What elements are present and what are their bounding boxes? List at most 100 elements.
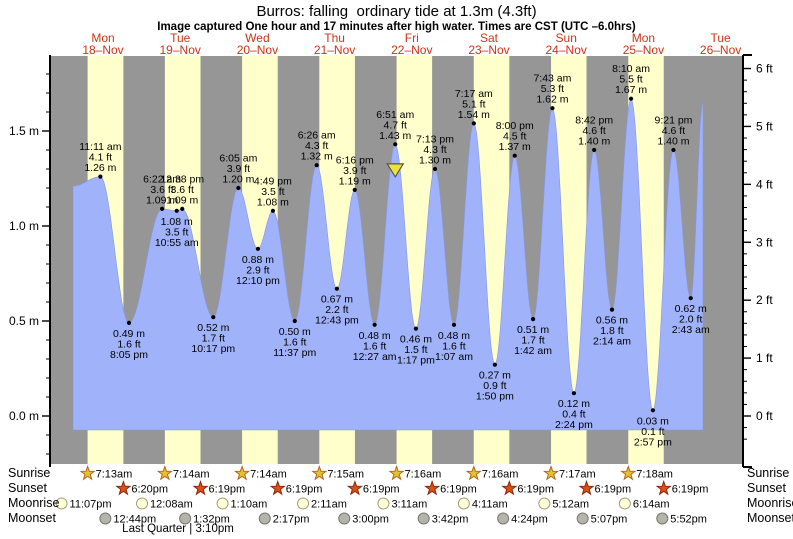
high-tide-time-label: 7:43 am	[533, 73, 571, 85]
high-tide-ft-label: 4.1 ft	[89, 152, 112, 164]
high-tide-m-label: 1.37 m	[499, 141, 531, 153]
tide-point-dot	[180, 206, 185, 211]
sunset-icon	[346, 479, 364, 496]
high-tide-ft-label: 3.6 ft	[150, 184, 173, 196]
tide-point-dot	[292, 318, 297, 324]
high-tide-time-label: 4:49 pm	[254, 175, 292, 187]
tide-point-dot	[255, 246, 261, 251]
high-tide-time-label: 11:11 am	[79, 141, 121, 153]
low-tide-ft-label: 0.1 ft	[641, 426, 664, 438]
day-date-label: 22–Nov	[391, 43, 432, 57]
moonset-icon	[258, 512, 271, 525]
low-tide-m-label: 0.67 m	[321, 294, 353, 306]
tide-point-dot	[98, 174, 103, 179]
moon-phase-label: Last Quarter | 3:10pm	[122, 523, 234, 535]
sunrise-time: 7:14am	[250, 469, 287, 481]
tide-point-dot	[270, 208, 275, 213]
sunrise-icon	[620, 464, 637, 481]
low-tide-time-label: 12:43 pm	[315, 315, 359, 327]
moonset-icon	[656, 512, 669, 525]
low-tide-ft-label: 1.6 ft	[283, 337, 306, 349]
sunset-time: 6:19pm	[209, 484, 246, 496]
chart-title: Burros: falling ordinary tide at 1.3m (4…	[256, 3, 537, 20]
day-name-label: Wed	[245, 31, 269, 45]
high-tide-time-label: 9:21 pm	[654, 115, 692, 127]
right-tick-label: 6 ft	[756, 62, 773, 76]
tide-point-dot	[671, 147, 676, 153]
sunset-icon	[269, 479, 286, 496]
low-tide-m-label: 0.62 m	[675, 303, 707, 315]
high-tide-m-label: 1.08 m	[257, 196, 289, 208]
sunset-row-label-left: Sunset	[8, 481, 47, 495]
sunset-time: 6:19pm	[440, 484, 477, 496]
sunset-icon	[192, 479, 209, 496]
tide-point-dot	[628, 96, 634, 101]
left-tick-label: 0.0 m	[9, 409, 39, 423]
right-tick-label: 4 ft	[756, 177, 773, 191]
moonrise-icon	[377, 497, 390, 510]
high-tide-time-label: 6:16 pm	[336, 154, 374, 166]
tide-point-dot	[512, 153, 517, 158]
day-date-label: 20–Nov	[237, 43, 278, 57]
sunset-time: 6:19pm	[517, 484, 554, 496]
moonset-icon	[99, 512, 112, 525]
high-tide-m-label: 1.09 m	[146, 194, 178, 206]
moonset-time: 1:32pm	[193, 514, 230, 526]
right-tick-label: 2 ft	[756, 293, 773, 307]
right-tick-label: 0 ft	[756, 409, 773, 423]
sunrise-time: 7:17am	[559, 469, 596, 481]
sunrise-icon	[465, 464, 482, 481]
sunrise-time: 7:18am	[636, 469, 673, 481]
high-tide-ft-label: 5.5 ft	[619, 74, 642, 86]
tide-point-dot	[650, 408, 655, 413]
low-tide-m-label: 0.50 m	[279, 326, 311, 338]
moonrise-icon	[538, 497, 551, 510]
high-tide-time-label: 7:17 am	[455, 88, 493, 100]
tide-point-dot	[571, 391, 577, 396]
moonrise-icon	[216, 497, 229, 510]
current-tide-marker-icon	[386, 163, 405, 179]
right-tick-label: 5 ft	[756, 119, 773, 133]
moonset-icon	[576, 512, 589, 525]
sunrise-time: 7:16am	[405, 469, 442, 481]
high-tide-m-label: 1.26 m	[84, 162, 116, 174]
tide-point-dot	[352, 187, 357, 192]
moonset-time: 5:07pm	[591, 514, 628, 526]
low-tide-time-label: 11:37 pm	[273, 347, 316, 359]
moonset-time: 3:42pm	[432, 514, 469, 526]
sunrise-icon	[233, 464, 251, 481]
high-tide-time-label: 6:51 am	[376, 109, 414, 121]
day-date-label: 26–Nov	[700, 43, 741, 57]
sunrise-row-label-right: Sunrise	[747, 466, 790, 480]
sunset-icon	[115, 479, 132, 496]
tide-point-dot	[688, 296, 693, 301]
tide-point-dot	[236, 185, 241, 191]
low-tide-ft-label: 2.2 ft	[325, 304, 348, 316]
moonrise-row-label-left: Moonrise	[8, 496, 60, 510]
day-name-label: Tue	[170, 31, 191, 45]
low-tide-m-label: 0.03 m	[637, 415, 669, 427]
sunset-row-label-right: Sunset	[747, 481, 786, 495]
high-tide-ft-label: 4.6 ft	[583, 125, 606, 137]
day-date-label: 25–Nov	[623, 43, 664, 57]
low-tide-ft-label: 1.6 ft	[117, 338, 140, 350]
low-tide-ft-label: 1.6 ft	[363, 340, 386, 352]
high-tide-m-label: 1.19 m	[339, 175, 371, 187]
moonrise-time: 11:07pm	[70, 499, 112, 511]
moonrise-icon	[457, 497, 470, 510]
sunrise-icon	[156, 464, 173, 481]
day-name-label: Tue	[710, 31, 731, 45]
high-tide-time-label: 8:42 pm	[575, 115, 613, 127]
low-tide-time-label: 1:42 am	[514, 345, 552, 357]
moonrise-icon	[55, 497, 68, 510]
moonset-time: 5:52pm	[670, 514, 707, 526]
high-tide-time-label: 8:10 am	[612, 63, 650, 75]
moonrise-icon	[136, 497, 149, 510]
sunset-icon	[578, 479, 595, 496]
moonrise-time: 2:11am	[311, 499, 347, 511]
high-tide-ft-label: 4.3 ft	[423, 144, 446, 156]
low-tide-m-label: 0.56 m	[596, 315, 628, 327]
low-tide-time-label: 10:17 pm	[191, 343, 235, 355]
low-tide-ft-label: 1.7 ft	[202, 333, 225, 345]
